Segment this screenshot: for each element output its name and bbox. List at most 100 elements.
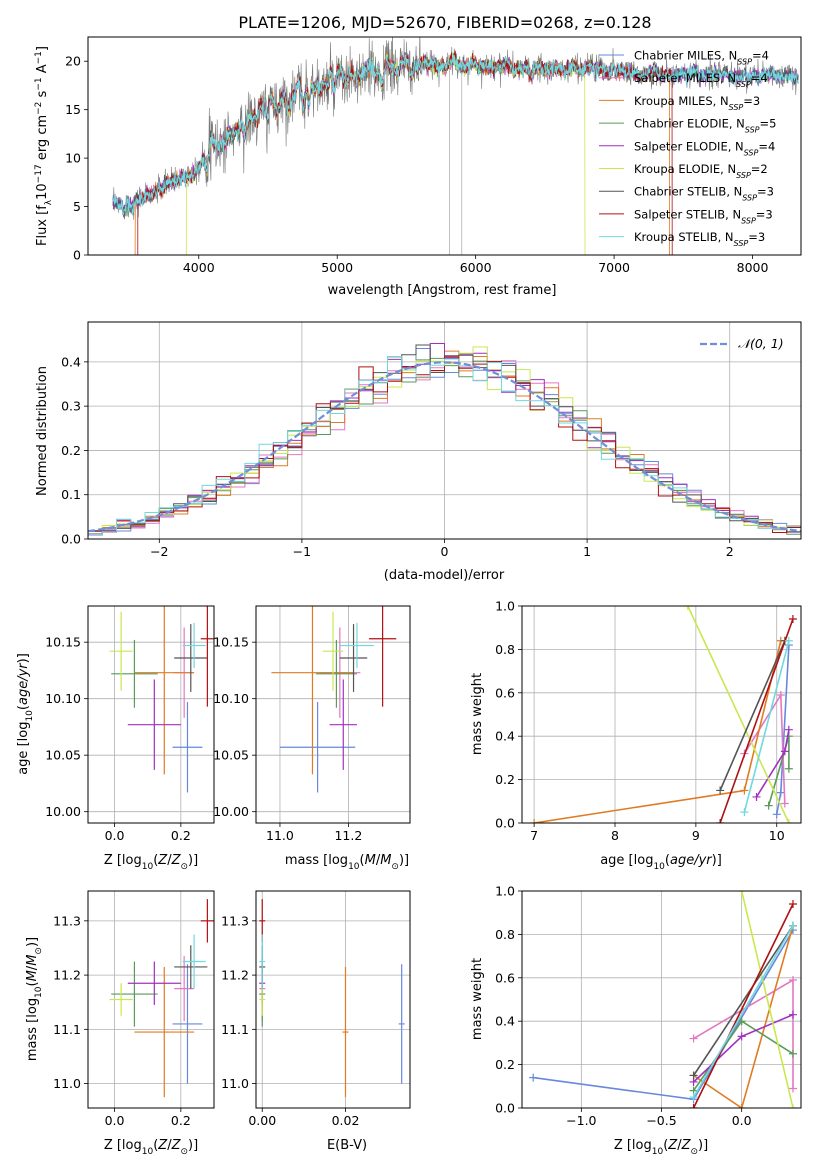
y-tick-label: 0.4 — [495, 729, 515, 744]
normal-reference-curve — [88, 361, 801, 533]
weight-marker — [780, 799, 789, 808]
x-tick-label: 2 — [726, 544, 734, 559]
y-tick-label: 11.0 — [221, 1076, 249, 1091]
x-tick-label: 0.02 — [332, 1113, 360, 1128]
weight-lines — [530, 606, 797, 823]
x-tick-label: 8 — [611, 828, 619, 843]
weight-marker — [788, 900, 797, 909]
y-tick-label: 0.6 — [495, 685, 515, 700]
histogram-steps — [88, 343, 801, 536]
weight-marker — [784, 764, 793, 773]
weight-marker — [788, 975, 797, 984]
y-tick-label: 0.8 — [495, 927, 515, 942]
weight-vs-age-panel: 7 8 9 10 0.0 0.2 0.4 0.6 0.8 1.0 age [log10(age/yr… — [470, 599, 802, 872]
weight-marker — [788, 1010, 797, 1019]
weight-line — [692, 903, 794, 1108]
histogram-step-line — [88, 343, 801, 535]
weight-marker — [788, 1049, 797, 1058]
weight-marker — [716, 786, 725, 795]
x-tick-label: −1 — [293, 544, 311, 559]
y-tick-label: 10.05 — [213, 748, 249, 763]
weight-marker — [737, 1104, 746, 1108]
weight-line — [740, 891, 794, 1108]
y-axis-label: mass [log10(M/M⊙)] — [25, 937, 44, 1061]
errorbar-markers — [109, 899, 214, 1098]
spectrum-lines — [112, 37, 799, 255]
weight-marker — [772, 810, 781, 819]
legend-entry: Salpeter ELODIE, NSSP=4 — [634, 139, 775, 157]
y-tick-label: 11.2 — [221, 968, 249, 983]
x-tick-label: 0.0 — [105, 1113, 125, 1128]
x-tick-label: 6000 — [460, 260, 492, 275]
axes-frame — [87, 890, 215, 1109]
weight-marker — [737, 891, 746, 895]
y-tick-label: 11.3 — [221, 913, 249, 928]
y-tick-label: 0.8 — [495, 642, 515, 657]
weight-marker — [689, 1104, 698, 1108]
weight-marker — [788, 615, 797, 624]
y-tick-label: 10.10 — [45, 691, 81, 706]
y-axis-label: mass weight — [470, 673, 485, 755]
y-tick-label: 0 — [73, 248, 81, 263]
x-tick-label: 4000 — [183, 260, 215, 275]
x-tick-label: 7000 — [598, 260, 630, 275]
x-tick-label: 5000 — [321, 260, 353, 275]
mass-vs-metallicity-panel: 0.0 0.2 11.0 11.1 11.2 11.3 Z [log10(Z/Z⊙)] mas… — [25, 890, 215, 1157]
age-vs-mass-panel: 11.0 11.2 10.00 10.05 10.10 10.15 mass [log10(… — [213, 605, 411, 872]
legend-entry: Salpeter STELIB, NSSP=3 — [634, 207, 773, 225]
axes-frame — [255, 605, 411, 824]
residual-histogram-panel: −2 −1 0 1 2 0.0 0.1 0.2 0.3 0.4 𝒩(0, 1) (data-model… — [35, 321, 802, 583]
x-axis-label: mass [log10(M/M⊙)] — [285, 853, 409, 872]
x-tick-label: 8000 — [737, 260, 769, 275]
weight-marker — [740, 808, 749, 817]
weight-marker — [740, 786, 749, 795]
y-tick-label: 11.1 — [53, 1022, 81, 1037]
x-tick-label: 11.0 — [266, 828, 294, 843]
y-tick-label: 15 — [65, 102, 81, 117]
weight-marker — [788, 1104, 797, 1108]
x-tick-label: −2 — [150, 544, 168, 559]
axes-frame — [521, 890, 802, 1109]
y-tick-label: 0.2 — [61, 443, 81, 458]
x-axis-label: (data-model)/error — [384, 568, 505, 583]
model-spectrum-line — [134, 52, 670, 255]
weight-marker — [530, 819, 539, 823]
y-tick-label: 10.05 — [45, 748, 81, 763]
legend-entry: Chabrier MILES, NSSP=4 — [634, 49, 769, 67]
weight-marker — [788, 921, 797, 930]
y-tick-label: 0.0 — [495, 1101, 515, 1116]
weight-line — [533, 640, 782, 823]
weight-marker — [737, 1032, 746, 1041]
y-tick-label: 10 — [65, 151, 81, 166]
x-tick-label: −0.5 — [646, 1113, 676, 1128]
weight-line — [692, 1020, 794, 1092]
weight-marker — [784, 636, 793, 645]
weight-marker — [780, 747, 789, 756]
y-tick-label: 0.6 — [495, 970, 515, 985]
y-tick-label: 0.4 — [61, 354, 81, 369]
x-tick-label: 1 — [583, 544, 591, 559]
weight-line — [692, 925, 794, 1076]
age-vs-metallicity-panel: 0.0 0.2 10.00 10.05 10.10 10.15 Z [log10(Z/Z⊙)… — [16, 605, 215, 872]
x-tick-label: 0.0 — [732, 1113, 752, 1128]
weight-marker — [683, 606, 692, 610]
weight-lines — [529, 891, 797, 1108]
axes-frame — [87, 36, 802, 256]
errorbar-markers — [109, 606, 214, 793]
legend-entry: Chabrier ELODIE, NSSP=5 — [634, 117, 776, 135]
weight-line — [533, 929, 794, 1101]
weight-line — [687, 606, 790, 823]
legend-entry: Salpeter MILES, NSSP=4 — [634, 71, 768, 89]
y-tick-label: 0.0 — [61, 532, 81, 547]
y-tick-label: 10.00 — [45, 804, 81, 819]
x-tick-label: 9 — [692, 828, 700, 843]
model-spectrum-line — [112, 54, 799, 216]
weight-marker — [529, 1073, 538, 1082]
y-tick-label: 10.15 — [213, 635, 249, 650]
y-tick-label: 10.15 — [45, 635, 81, 650]
x-tick-label: 0.2 — [171, 1113, 191, 1128]
y-axis-label: mass weight — [470, 958, 485, 1040]
weight-marker — [788, 1084, 797, 1093]
x-tick-label: 7 — [530, 828, 538, 843]
